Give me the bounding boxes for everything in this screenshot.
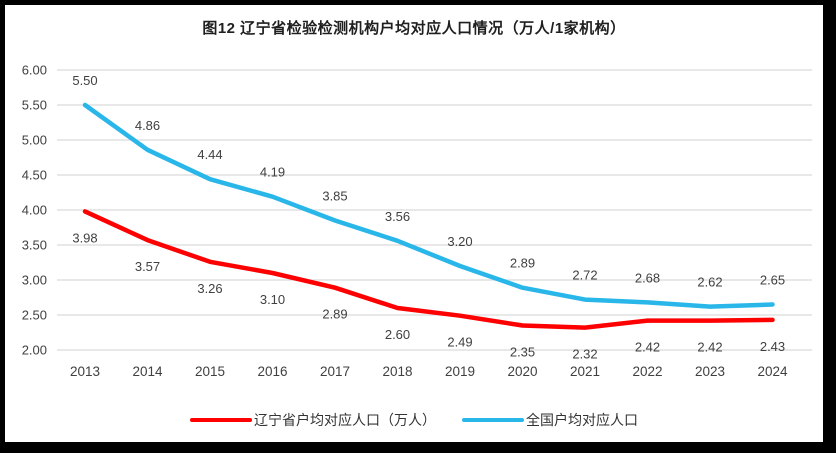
y-axis-tick-label: 2.50 [22, 308, 47, 323]
data-label: 2.32 [572, 347, 597, 362]
data-label: 2.65 [760, 273, 785, 288]
data-label: 4.86 [135, 118, 160, 133]
data-label: 2.89 [510, 256, 535, 271]
x-axis-tick-label: 2021 [570, 364, 600, 379]
series-line-1 [82, 102, 775, 309]
x-axis-tick-label: 2023 [695, 364, 725, 379]
data-label: 3.26 [197, 281, 222, 296]
data-label: 3.20 [447, 234, 472, 249]
chart-title: 图12 辽宁省检验检测机构户均对应人口情况（万人/1家机构） [202, 20, 626, 37]
y-axis-tick-label: 5.00 [22, 133, 47, 148]
y-axis-tick-label: 6.00 [22, 63, 47, 78]
data-label: 3.98 [72, 230, 97, 245]
data-label: 5.50 [72, 73, 97, 88]
legend-line-swatch-red [190, 418, 252, 422]
x-axis-tick-label: 2018 [382, 364, 412, 379]
data-label: 3.85 [322, 189, 347, 204]
y-axis-tick-label: 5.50 [22, 98, 47, 113]
y-axis-tick-label: 4.50 [22, 168, 47, 183]
data-label: 2.62 [697, 275, 722, 290]
x-axis-tick-label: 2019 [445, 364, 475, 379]
legend-line-swatch-blue [462, 418, 524, 422]
data-label: 3.10 [260, 292, 285, 307]
x-axis-tick-label: 2022 [632, 364, 662, 379]
y-axis-tick-label: 3.50 [22, 238, 47, 253]
x-axis-tick-label: 2024 [757, 364, 788, 379]
data-label: 2.72 [572, 268, 597, 283]
legend-label-liaoning: 辽宁省户均对应人口（万人） [254, 412, 436, 428]
chart-legend: 辽宁省户均对应人口（万人） 全国户均对应人口 [5, 410, 823, 430]
x-axis-tick-label: 2015 [195, 364, 225, 379]
data-label: 2.42 [697, 340, 722, 355]
x-axis-tick-label: 2017 [320, 364, 350, 379]
y-axis-tick-label: 4.00 [22, 203, 47, 218]
legend-item-liaoning: 辽宁省户均对应人口（万人） [190, 410, 436, 430]
data-label: 3.56 [385, 209, 410, 224]
legend-label-national: 全国户均对应人口 [526, 412, 638, 428]
y-axis-tick-label: 2.00 [22, 343, 47, 358]
line-chart: 6.00 5.50 5.00 4.50 4.00 3.50 3.00 2.50 2.00 2013… [22, 63, 812, 379]
y-axis-tick-label: 3.00 [22, 273, 47, 288]
x-axis-tick-label: 2016 [257, 364, 287, 379]
data-label: 3.57 [135, 259, 160, 274]
legend-item-national: 全国户均对应人口 [462, 410, 638, 430]
data-label: 4.19 [260, 165, 285, 180]
data-label: 2.89 [322, 307, 347, 322]
data-label: 2.42 [635, 340, 660, 355]
x-axis-tick-label: 2020 [507, 364, 537, 379]
x-axis-tick-label: 2013 [70, 364, 100, 379]
data-label: 2.68 [635, 270, 660, 285]
data-label: 2.60 [385, 327, 410, 342]
data-label: 2.43 [760, 339, 785, 354]
series-line-0 [82, 209, 775, 330]
data-label: 4.44 [197, 147, 222, 162]
data-label: 2.35 [510, 345, 535, 360]
data-label: 2.49 [447, 335, 472, 350]
x-axis-tick-label: 2014 [132, 364, 163, 379]
